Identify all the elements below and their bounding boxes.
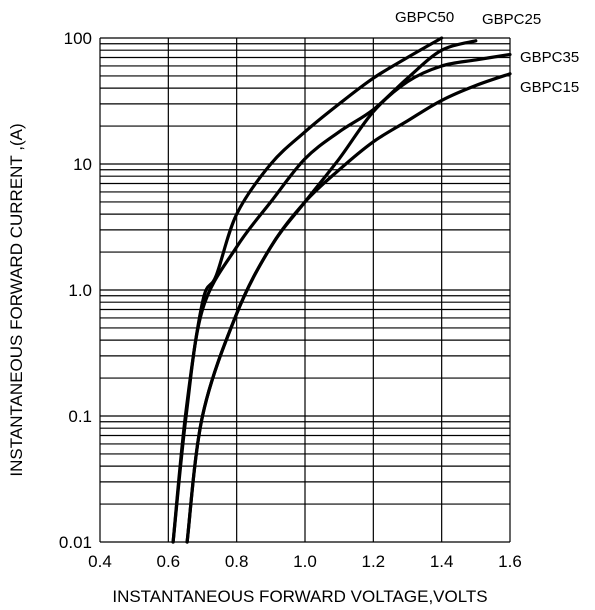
series-label-gbpc15: GBPC15 [520, 79, 579, 96]
curves [171, 36, 512, 544]
y-tick-label: 0.01 [59, 533, 92, 552]
y-tick-label: 10 [73, 155, 92, 174]
series-line-gbpc35 [185, 52, 512, 544]
x-tick-label: 1.0 [293, 552, 317, 571]
y-tick-labels: 0.01 0.1 1.0 10 100 [59, 29, 92, 552]
y-axis-title: INSTANTANEOUS FORWARD CURRENT ,(A) [7, 123, 26, 476]
series-label-gbpc50: GBPC50 [395, 9, 454, 26]
series-label-gbpc35: GBPC35 [520, 49, 579, 66]
x-tick-labels: 0.4 0.6 0.8 1.0 1.2 1.4 1.6 [88, 552, 522, 571]
series-label-gbpc25: GBPC25 [482, 11, 541, 28]
series-labels: GBPC50 GBPC25 GBPC35 GBPC15 [395, 9, 579, 96]
x-tick-label: 0.8 [225, 552, 249, 571]
x-axis-title: INSTANTANEOUS FORWARD VOLTAGE,VOLTS [112, 587, 487, 606]
y-tick-label: 0.1 [68, 407, 92, 426]
y-tick-label: 100 [64, 29, 92, 48]
x-tick-label: 0.6 [157, 552, 181, 571]
series-line-gbpc15 [185, 72, 512, 544]
x-tick-label: 0.4 [88, 552, 112, 571]
grid [99, 37, 511, 543]
y-tick-label: 1.0 [68, 281, 92, 300]
x-tick-label: 1.6 [498, 552, 522, 571]
x-tick-label: 1.4 [430, 552, 454, 571]
x-tick-label: 1.2 [362, 552, 386, 571]
series-line-gbpc25 [171, 39, 478, 544]
